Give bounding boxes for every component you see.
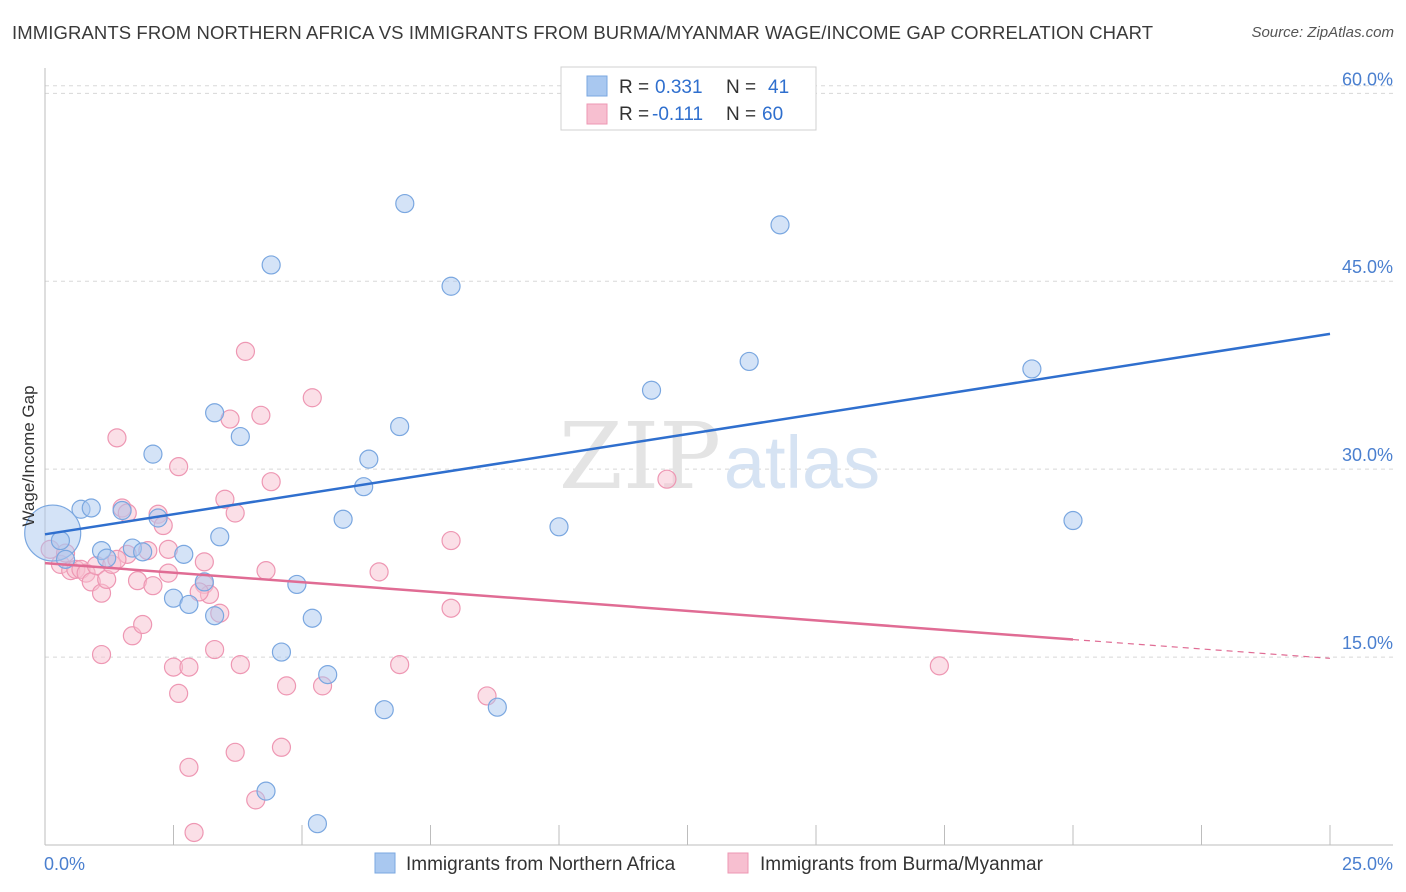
grid-lines xyxy=(45,85,1393,658)
x-tick-label-0: 0.0% xyxy=(44,854,85,874)
watermark-zip: ZIP xyxy=(559,403,721,510)
blue-point-17 xyxy=(205,403,225,423)
bottom-legend: Immigrants from Northern Africa Immigran… xyxy=(374,852,1044,875)
pink-point-53 xyxy=(441,530,461,551)
blue-point-36 xyxy=(770,215,790,235)
blue-point-21 xyxy=(271,642,292,662)
pink-point-29 xyxy=(179,757,199,777)
pink-point-41 xyxy=(235,341,256,361)
blue-point-24 xyxy=(318,665,338,685)
pink-point-19 xyxy=(133,614,153,635)
legend-r-value-1: 0.331 xyxy=(655,77,703,98)
pink-point-40 xyxy=(230,654,250,675)
y-tick-label-3: 60.0% xyxy=(1342,69,1393,89)
blue-point-9 xyxy=(133,542,153,562)
pink-point-52 xyxy=(441,598,461,618)
legend-r-label-1: R = xyxy=(619,77,649,98)
y-tick-label-2: 45.0% xyxy=(1342,257,1393,277)
blue-point-16 xyxy=(205,606,225,626)
source-label: Source: ZipAtlas.com xyxy=(1251,24,1394,41)
axes xyxy=(44,68,1393,846)
blue-point-1 xyxy=(50,530,71,551)
pink-trendline-extension xyxy=(1072,638,1331,659)
blue-point-22 xyxy=(287,574,307,595)
legend-n-value-1: 41 xyxy=(768,77,789,98)
blue-point-34 xyxy=(641,380,662,400)
pink-point-44 xyxy=(256,561,276,581)
bottom-legend-label-pink: Immigrants from Burma/Myanmar xyxy=(760,854,1044,875)
blue-point-27 xyxy=(359,449,379,469)
pink-point-47 xyxy=(276,676,297,696)
blue-point-40 xyxy=(307,814,328,834)
blue-point-23 xyxy=(302,608,322,628)
blue-point-25 xyxy=(333,509,353,529)
blue-point-35 xyxy=(739,351,759,372)
pink-point-34 xyxy=(205,639,225,660)
legend-n-value-2: 60 xyxy=(762,104,783,125)
blue-point-32 xyxy=(487,697,507,717)
blue-point-4 xyxy=(81,498,101,518)
y-tick-label-1: 30.0% xyxy=(1342,445,1393,465)
pink-point-27 xyxy=(169,683,189,704)
pink-point-21 xyxy=(143,576,163,596)
blue-point-14 xyxy=(179,594,199,615)
y-axis-label: Wage/Income Gap xyxy=(19,385,38,526)
blue-point-37 xyxy=(1022,359,1042,379)
pink-point-51 xyxy=(390,654,410,675)
pink-trendline xyxy=(44,561,1074,641)
watermark-atlas: atlas xyxy=(724,421,880,504)
legend-r-value-2: -0.111 xyxy=(652,104,703,125)
pink-point-36 xyxy=(215,489,235,509)
blue-point-20 xyxy=(261,255,281,275)
pink-point-9 xyxy=(91,644,112,665)
blue-series-points xyxy=(24,193,1083,834)
pink-point-48 xyxy=(302,388,322,408)
pink-point-28 xyxy=(179,657,199,677)
blue-point-6 xyxy=(97,548,117,568)
pink-point-13 xyxy=(107,428,127,448)
blue-trendline xyxy=(44,332,1331,536)
pink-point-32 xyxy=(194,552,214,572)
pink-point-39 xyxy=(225,742,245,762)
blue-point-30 xyxy=(395,193,415,214)
blue-point-31 xyxy=(441,276,461,296)
blue-point-39 xyxy=(256,781,276,801)
blue-point-10 xyxy=(143,444,163,464)
top-legend: R = 0.331 N = 41 R = -0.111 N = 60 xyxy=(560,66,817,131)
blue-point-33 xyxy=(549,517,569,537)
blue-point-28 xyxy=(374,700,394,720)
legend-n-label-2: N = xyxy=(726,104,756,125)
legend-swatch-pink xyxy=(586,103,608,125)
pink-point-30 xyxy=(184,822,204,843)
x-tick-label-1: 25.0% xyxy=(1342,854,1393,874)
blue-point-15 xyxy=(194,572,214,592)
watermark: ZIP atlas xyxy=(559,403,880,510)
pink-point-26 xyxy=(169,457,189,477)
blue-point-7 xyxy=(112,500,132,521)
pink-point-43 xyxy=(251,405,271,425)
legend-n-label-1: N = xyxy=(726,77,756,98)
pink-point-56 xyxy=(929,656,949,676)
pink-point-55 xyxy=(657,469,677,489)
chart-title: IMMIGRANTS FROM NORTHERN AFRICA VS IMMIG… xyxy=(12,22,1154,43)
bottom-legend-label-blue: Immigrants from Northern Africa xyxy=(406,854,676,875)
bottom-legend-swatch-pink xyxy=(727,852,749,874)
legend-swatch-blue xyxy=(586,75,608,97)
blue-point-29 xyxy=(390,416,410,437)
tick-labels: 15.0% 30.0% 45.0% 60.0% 0.0% 25.0% xyxy=(44,69,1393,874)
pink-point-46 xyxy=(271,737,292,757)
blue-point-38 xyxy=(1063,510,1083,531)
blue-point-19 xyxy=(230,426,250,447)
pink-point-45 xyxy=(261,472,281,492)
trend-lines xyxy=(44,332,1331,659)
pink-point-50 xyxy=(369,562,389,582)
bottom-legend-swatch-blue xyxy=(374,852,396,874)
legend-r-label-2: R = xyxy=(619,104,649,125)
blue-point-18 xyxy=(210,527,230,547)
y-tick-label-0: 15.0% xyxy=(1342,633,1393,653)
blue-point-13 xyxy=(174,544,194,564)
